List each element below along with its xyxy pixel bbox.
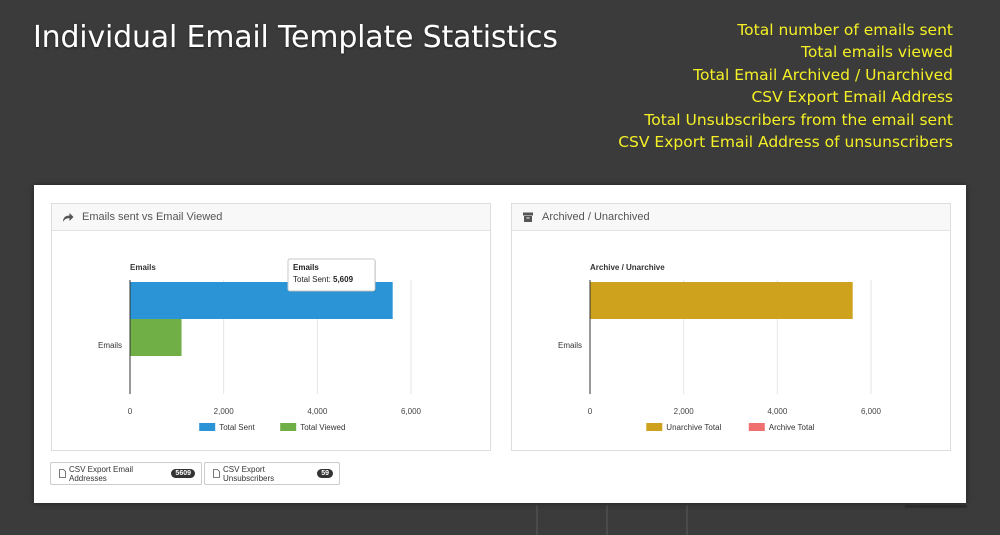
- feature-item: Total Unsubscribers from the email sent: [644, 110, 953, 129]
- statistics-card: Emails sent vs Email Viewed Emails 0 2,000…: [34, 185, 966, 503]
- feature-item: CSV Export Email Address of unsunscriber…: [618, 133, 953, 152]
- file-icon: [59, 469, 66, 478]
- chart-title: Archive / Unarchive: [590, 263, 665, 272]
- legend-swatch: [280, 423, 297, 431]
- y-category-label: Emails: [558, 341, 582, 350]
- feature-item: Total emails viewed: [801, 43, 953, 62]
- x-tick-label: 0: [128, 407, 133, 416]
- count-badge: 5609: [171, 469, 195, 478]
- legend-label: Total Viewed: [300, 423, 345, 432]
- chart-title: Emails: [130, 263, 156, 272]
- feature-item: CSV Export Email Address: [751, 88, 953, 107]
- background-divider: [606, 505, 608, 535]
- csv-export-unsubscribers-button[interactable]: CSV Export Unsubscribers 59: [204, 462, 340, 485]
- legend-label: Unarchive Total: [666, 423, 721, 432]
- panel-header: Archived / Unarchived: [512, 204, 950, 231]
- button-label: CSV Export Unsubscribers: [223, 464, 275, 483]
- feature-item: Total number of emails sent: [737, 21, 953, 39]
- y-category-label: Emails: [98, 341, 122, 350]
- emails-bar-chart: Emails 0 2,000 4,000 6,000 Emails Total Sent To…: [52, 231, 490, 455]
- bar-total-viewed: [130, 319, 182, 356]
- legend-swatch: [646, 423, 663, 431]
- share-arrow-icon: [62, 211, 74, 223]
- page-title: Individual Email Template Statistics: [33, 20, 558, 55]
- x-tick-label: 0: [588, 407, 593, 416]
- archive-box-icon: [522, 211, 534, 223]
- panel-title: Emails sent vs Email Viewed: [82, 211, 223, 223]
- feature-list: Total number of emails sent Total emails…: [618, 19, 953, 153]
- archive-bar-chart: Archive / Unarchive 0 2,000 4,000 6,000 Email…: [512, 231, 950, 455]
- tooltip-value: 5,609: [333, 275, 354, 284]
- file-icon: [213, 469, 220, 478]
- csv-export-email-addresses-button[interactable]: CSV Export Email Addresses 5609: [50, 462, 202, 485]
- tooltip-title: Emails: [293, 263, 319, 272]
- x-tick-label: 6,000: [401, 407, 422, 416]
- x-tick-label: 2,000: [214, 407, 235, 416]
- x-tick-label: 6,000: [861, 407, 882, 416]
- legend-label: Total Sent: [219, 423, 255, 432]
- x-tick-label: 4,000: [767, 407, 788, 416]
- archive-chart-svg: Archive / Unarchive 0 2,000 4,000 6,000 Email…: [558, 263, 882, 432]
- emails-sent-viewed-panel: Emails sent vs Email Viewed Emails 0 2,000…: [51, 203, 491, 451]
- emails-chart-svg: Emails 0 2,000 4,000 6,000 Emails Total Sent To…: [98, 258, 422, 432]
- legend-swatch: [199, 423, 216, 431]
- button-label: CSV Export Email Addresses: [69, 464, 134, 483]
- count-badge: 59: [317, 469, 333, 478]
- legend-swatch: [748, 423, 765, 431]
- panel-header: Emails sent vs Email Viewed: [52, 204, 490, 231]
- archived-unarchived-panel: Archived / Unarchived Archive / Unarchiv…: [511, 203, 951, 451]
- background-divider: [536, 505, 538, 535]
- x-tick-label: 4,000: [307, 407, 328, 416]
- feature-item: Total Email Archived / Unarchived: [693, 65, 953, 84]
- background-divider: [905, 505, 967, 508]
- legend-label: Archive Total: [769, 423, 815, 432]
- panel-title: Archived / Unarchived: [542, 211, 650, 223]
- bar-unarchive-total: [590, 282, 853, 319]
- background-divider: [686, 505, 688, 535]
- x-tick-label: 2,000: [674, 407, 695, 416]
- tooltip-box: [287, 258, 376, 292]
- tooltip-label: Total Sent:: [293, 275, 331, 284]
